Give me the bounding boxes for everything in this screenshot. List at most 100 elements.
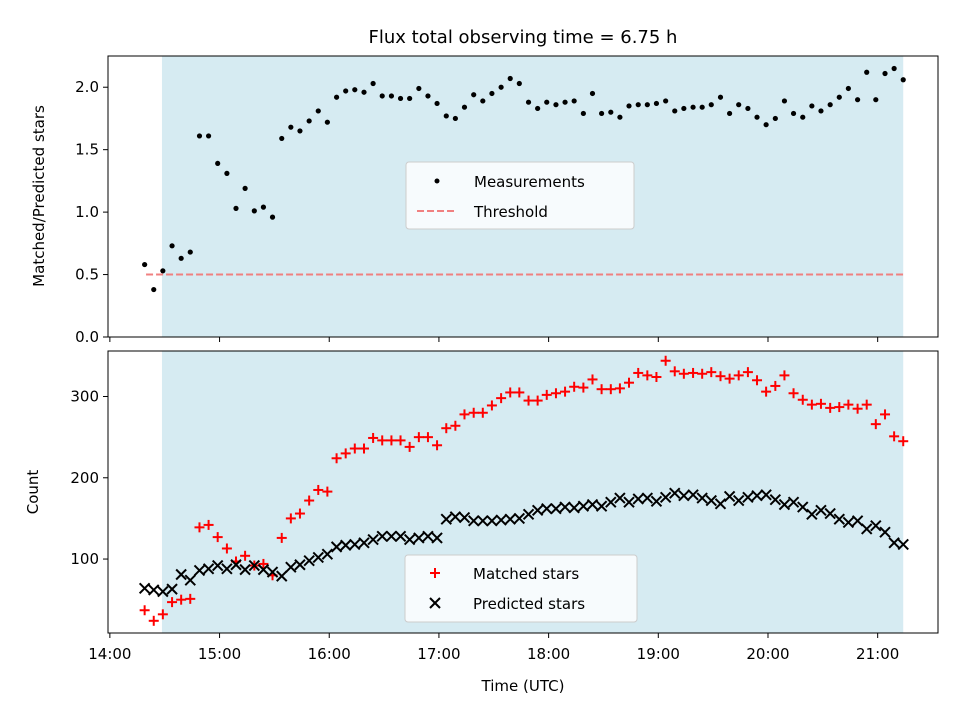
predicted-star-point <box>870 520 882 532</box>
matched-star-point <box>715 371 726 382</box>
matched-star-point <box>678 368 689 379</box>
measurement-point <box>361 89 367 95</box>
predicted-star-point <box>440 513 452 525</box>
bottom-x-tick-label: 19:00 <box>637 645 680 663</box>
measurement-point <box>151 286 157 293</box>
matched-star-point <box>706 367 717 378</box>
measurement-point <box>598 110 605 117</box>
predicted-star-point <box>806 508 818 521</box>
measurement-point <box>745 105 751 112</box>
measurement-point <box>333 94 340 100</box>
measurement-point <box>187 249 193 255</box>
measurement-point <box>443 113 449 119</box>
matched-star-point <box>413 432 424 443</box>
bottom-x-axis: 14:00 15:00 16:00 17:00 18:00 19:00 20:00 21:00 <box>88 633 899 663</box>
predicted-star-point <box>138 582 151 595</box>
measurement-point <box>452 115 458 122</box>
matched-star-point <box>578 382 589 393</box>
predicted-star-point <box>723 490 736 503</box>
matched-star-point <box>139 605 150 616</box>
predicted-star-point <box>815 504 827 516</box>
predicted-star-point <box>257 563 270 576</box>
matched-star-point <box>852 403 863 414</box>
predicted-star-point <box>586 498 599 511</box>
predicted-star-point <box>184 574 196 586</box>
predicted-star-point <box>449 511 462 523</box>
predicted-star-point <box>659 491 672 503</box>
matched-star-point <box>441 423 452 434</box>
matched-star-point <box>221 543 232 554</box>
predicted-star-point <box>276 570 288 582</box>
matched-star-point <box>450 420 461 431</box>
predicted-star-point <box>166 583 178 595</box>
measurement-point <box>269 214 276 220</box>
matched-star-point <box>806 399 817 410</box>
bottom-legend-box <box>404 554 638 623</box>
measurement-point <box>809 103 815 109</box>
predicted-star-point <box>403 533 416 546</box>
predicted-star-point <box>751 489 763 502</box>
matched-star-point <box>889 431 900 442</box>
matched-star-point <box>898 436 909 447</box>
measurement-point <box>726 110 733 117</box>
measurement-point <box>562 99 568 105</box>
predicted-star-point <box>303 554 315 567</box>
top-axes-frame <box>107 55 939 338</box>
measurement-point <box>571 98 577 104</box>
measurement-point <box>790 110 797 117</box>
measurement-point <box>754 114 760 120</box>
measurement-point <box>544 99 550 105</box>
measurement-point <box>772 115 778 122</box>
matched-star-point <box>843 399 854 410</box>
matched-star-point <box>688 367 699 378</box>
top-y-tick-label: 2.0 <box>75 78 99 96</box>
measurement-point <box>260 204 267 210</box>
predicted-star-point <box>202 563 215 575</box>
predicted-star-point <box>778 498 791 511</box>
predicted-star-point <box>349 538 361 551</box>
measurement-point <box>498 84 504 90</box>
predicted-star-point <box>522 508 535 521</box>
measurement-point <box>297 128 303 134</box>
measurement-point <box>471 92 477 98</box>
bottom-x-tick-label: 18:00 <box>527 645 570 663</box>
predicted-star-point <box>614 492 626 504</box>
measurement-point <box>818 108 824 114</box>
bottom-x-tick-label: 20:00 <box>746 645 789 663</box>
matched-star-point <box>587 374 598 385</box>
matched-star-point <box>724 373 735 384</box>
measurement-point <box>535 105 541 112</box>
matched-star-point <box>761 386 772 397</box>
matched-star-point <box>185 593 196 604</box>
predicted-star-point <box>339 539 352 551</box>
bottom-legend: Matched stars Predicted stars <box>404 554 638 623</box>
bottom-y-tick-label: 100 <box>70 550 99 568</box>
top-y-tick-label: 1.0 <box>75 203 99 221</box>
predicted-star-point <box>413 532 425 544</box>
matched-star-point <box>349 443 360 454</box>
predicted-star-point <box>422 530 434 542</box>
bottom-x-tick-label: 21:00 <box>856 645 899 663</box>
measurement-point <box>864 69 870 75</box>
predicted-star-point <box>504 513 516 525</box>
legend-measurements-marker <box>434 178 440 184</box>
predicted-star-point <box>705 494 717 507</box>
measurement-point <box>800 114 806 120</box>
measurement-point <box>516 80 522 87</box>
predicted-star-point <box>732 494 745 507</box>
measurement-point <box>480 98 486 104</box>
measurement-point <box>425 93 431 99</box>
matched-star-point <box>432 440 443 451</box>
measurement-point <box>233 205 239 211</box>
bottom-x-tick-label: 16:00 <box>308 645 351 663</box>
matched-star-point <box>212 532 223 543</box>
matched-star-point <box>359 443 370 454</box>
measurement-point <box>242 185 248 191</box>
measurement-point <box>617 114 623 120</box>
matched-star-point <box>276 532 287 543</box>
measurement-point <box>160 268 166 274</box>
predicted-star-point <box>148 584 160 596</box>
bottom-y-axis: 100 200 300 <box>70 388 108 568</box>
predicted-star-point <box>687 489 699 501</box>
